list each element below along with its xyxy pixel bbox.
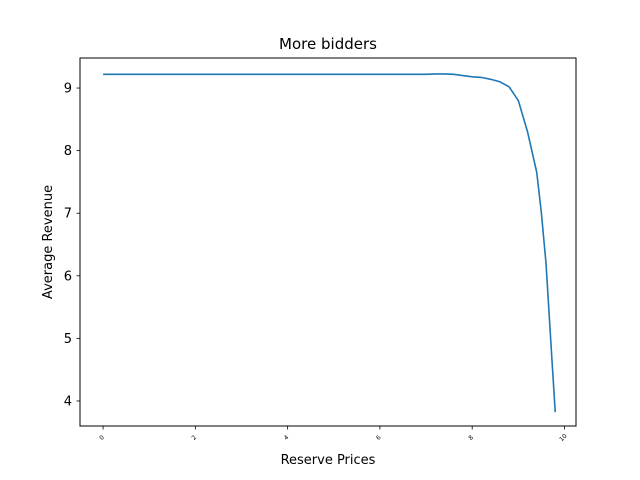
x-tick-label: 0 [98,434,106,442]
plot-area [103,73,557,413]
x-axis-ticks: 0 2 4 6 8 10 [98,426,569,443]
x-tick-label: 2 [190,434,198,442]
y-tick-label: 9 [64,82,72,97]
x-axis-label: Reserve Prices [281,453,376,468]
x-tick-label: 8 [467,434,475,442]
x-tick-label: 6 [375,434,383,442]
x-tick-label: 10 [558,433,568,443]
y-tick-label: 4 [64,394,72,409]
x-tick-label: 4 [283,434,291,442]
y-tick-label: 6 [64,269,72,284]
y-tick-label: 5 [64,332,72,347]
series-line-0 [103,73,557,413]
y-axis-ticks: 4 5 6 7 8 9 [64,82,80,409]
chart-title: More bidders [279,35,377,53]
y-axis-label: Average Revenue [41,185,56,299]
y-tick-label: 7 [64,207,72,222]
plot-frame [79,57,577,427]
y-tick-label: 8 [64,144,72,159]
